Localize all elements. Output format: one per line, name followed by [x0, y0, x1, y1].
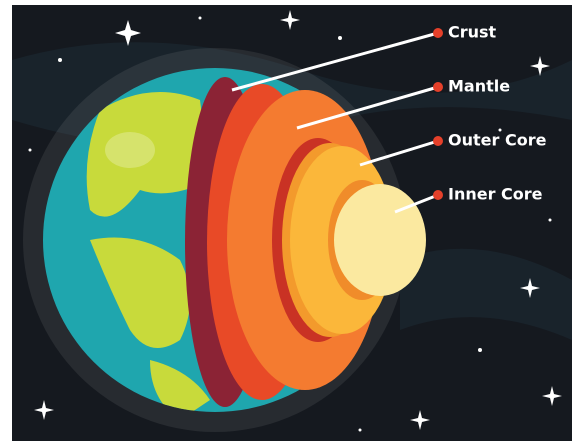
highlight [105, 132, 155, 168]
page: Crust Mantle Outer Core Inner Core (() =… [0, 0, 579, 446]
earth-diagram: Crust Mantle Outer Core Inner Core [0, 0, 579, 446]
label: Inner Core [448, 185, 543, 204]
label: Outer Core [448, 131, 547, 150]
inner-core [334, 184, 426, 296]
label: Crust [448, 23, 497, 42]
label: Mantle [448, 77, 510, 96]
